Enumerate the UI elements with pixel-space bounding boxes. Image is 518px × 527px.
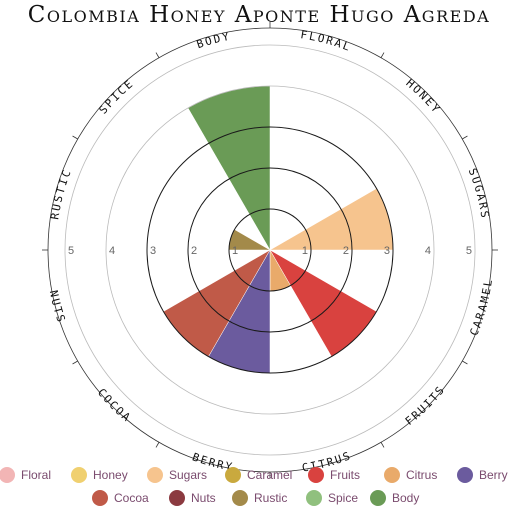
legend-label-honey: Honey <box>93 468 128 482</box>
legend-label-rustic: Rustic <box>254 491 287 505</box>
legend-label-sugars: Sugars <box>169 468 207 482</box>
grid-group <box>42 22 498 478</box>
tick-label: 2 <box>343 245 349 257</box>
grid-circle-5 <box>64 44 476 456</box>
tick-label: 4 <box>109 245 115 257</box>
legend-label-spice: Spice <box>328 491 358 505</box>
legend-swatch-fruits <box>308 467 324 483</box>
legend-swatch-spice <box>306 490 322 506</box>
outer-tick <box>72 360 78 365</box>
category-label-floral: FLORAL <box>300 28 354 54</box>
legend-label-floral: Floral <box>21 468 51 482</box>
category-label-honey: HONEY <box>403 77 443 117</box>
category-label-cocoa: COCOA <box>95 386 134 425</box>
legend: Floral Honey Sugars Caramel Fruits Citrus Berr… <box>0 467 508 506</box>
chart-title: Colombia Honey Aponte Hugo Agreda <box>27 2 491 28</box>
tick-labels-group: 1 1 2 2 3 3 4 4 5 5 <box>68 245 472 257</box>
slice-sugars <box>269 188 394 251</box>
legend-swatch-caramel <box>225 467 241 483</box>
legend-swatch-floral <box>0 467 15 483</box>
legend-swatch-citrus <box>384 467 400 483</box>
outer-tick <box>155 442 160 448</box>
tick-label: 5 <box>466 245 472 257</box>
legend-label-nuts: Nuts <box>191 491 216 505</box>
legend-swatch-nuts <box>169 490 185 506</box>
category-label-nuts: NUTS <box>47 289 68 325</box>
tick-label: 2 <box>191 245 197 257</box>
tick-label: 3 <box>150 245 156 257</box>
outer-tick <box>462 360 468 365</box>
legend-swatch-cocoa <box>92 490 108 506</box>
slice-fruits <box>269 249 377 357</box>
legend-label-body: Body <box>392 491 419 505</box>
tick-label: 4 <box>425 245 431 257</box>
outer-tick <box>155 52 160 58</box>
grid-circle-3 <box>146 126 394 374</box>
category-label-rustic: RUSTIC <box>48 167 74 221</box>
outer-tick <box>380 52 385 58</box>
outer-tick <box>380 442 385 448</box>
tick-label: 1 <box>232 245 238 257</box>
grid-circle-2 <box>187 167 353 333</box>
legend-label-cocoa: Cocoa <box>114 491 149 505</box>
legend-swatch-body <box>370 490 386 506</box>
legend-label-berry: Berry <box>479 468 508 482</box>
legend-label-citrus: Citrus <box>406 468 437 482</box>
tick-label: 3 <box>384 245 390 257</box>
legend-swatch-honey <box>71 467 87 483</box>
tick-label: 5 <box>68 245 74 257</box>
category-label-body: BODY <box>195 30 232 52</box>
slices-group <box>163 85 394 374</box>
legend-label-fruits: Fruits <box>330 468 360 482</box>
grid-circle-1 <box>228 208 312 292</box>
legend-swatch-berry <box>457 467 473 483</box>
grid-circle-4 <box>105 85 435 415</box>
legend-swatch-rustic <box>232 490 248 506</box>
category-label-fruits: FRUITS <box>403 383 448 428</box>
category-label-spice: SPICE <box>97 77 137 117</box>
legend-swatch-sugars <box>147 467 163 483</box>
category-label-sugars: SUGARS <box>466 167 492 221</box>
legend-label-caramel: Caramel <box>247 468 292 482</box>
slice-body <box>187 85 271 251</box>
outer-tick <box>72 135 78 140</box>
tick-label: 1 <box>302 245 308 257</box>
outer-tick <box>462 135 468 140</box>
